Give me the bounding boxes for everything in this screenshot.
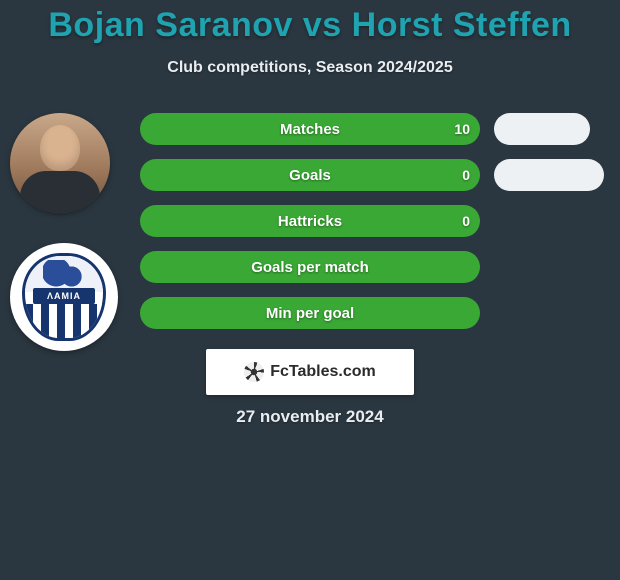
stat-bar-left: Hattricks0 [140,205,480,237]
stat-left-value: 0 [462,213,470,229]
club-crest-icon: ΛΑΜΙΑ [22,253,106,341]
stat-row: Goals0 [140,159,480,191]
player-avatar [10,113,110,213]
stat-bar-left: Goals0 [140,159,480,191]
stat-bar-right [494,113,590,145]
stat-left-value: 10 [454,121,470,137]
avatars-column: ΛΑΜΙΑ [10,113,120,351]
stat-label: Min per goal [140,305,480,322]
stat-row: Goals per match [140,251,480,283]
stat-bar-left: Min per goal [140,297,480,329]
club-banner-text: ΛΑΜΙΑ [33,288,95,304]
date-text: 27 november 2024 [0,407,620,427]
stat-row: Matches10 [140,113,480,145]
brand-badge: FcTables.com [206,349,414,395]
stat-bars: Matches10Goals0Hattricks0Goals per match… [140,113,480,329]
stat-label: Hattricks [140,213,480,230]
stat-left-value: 0 [462,167,470,183]
stat-row: Min per goal [140,297,480,329]
soccer-ball-icon [244,362,264,382]
stat-row: Hattricks0 [140,205,480,237]
stat-label: Goals [140,167,480,184]
brand-text: FcTables.com [270,363,376,381]
content-area: ΛΑΜΙΑ Matches10Goals0Hattricks0Goals per… [0,113,620,329]
stat-bar-left: Matches10 [140,113,480,145]
page-title: Bojan Saranov vs Horst Steffen [0,6,620,45]
stat-label: Goals per match [140,259,480,276]
stat-label: Matches [140,121,480,138]
stat-bar-left: Goals per match [140,251,480,283]
stat-bar-right [494,159,604,191]
season-subtitle: Club competitions, Season 2024/2025 [0,59,620,77]
club-avatar: ΛΑΜΙΑ [10,243,118,351]
comparison-card: Bojan Saranov vs Horst Steffen Club comp… [0,0,620,580]
